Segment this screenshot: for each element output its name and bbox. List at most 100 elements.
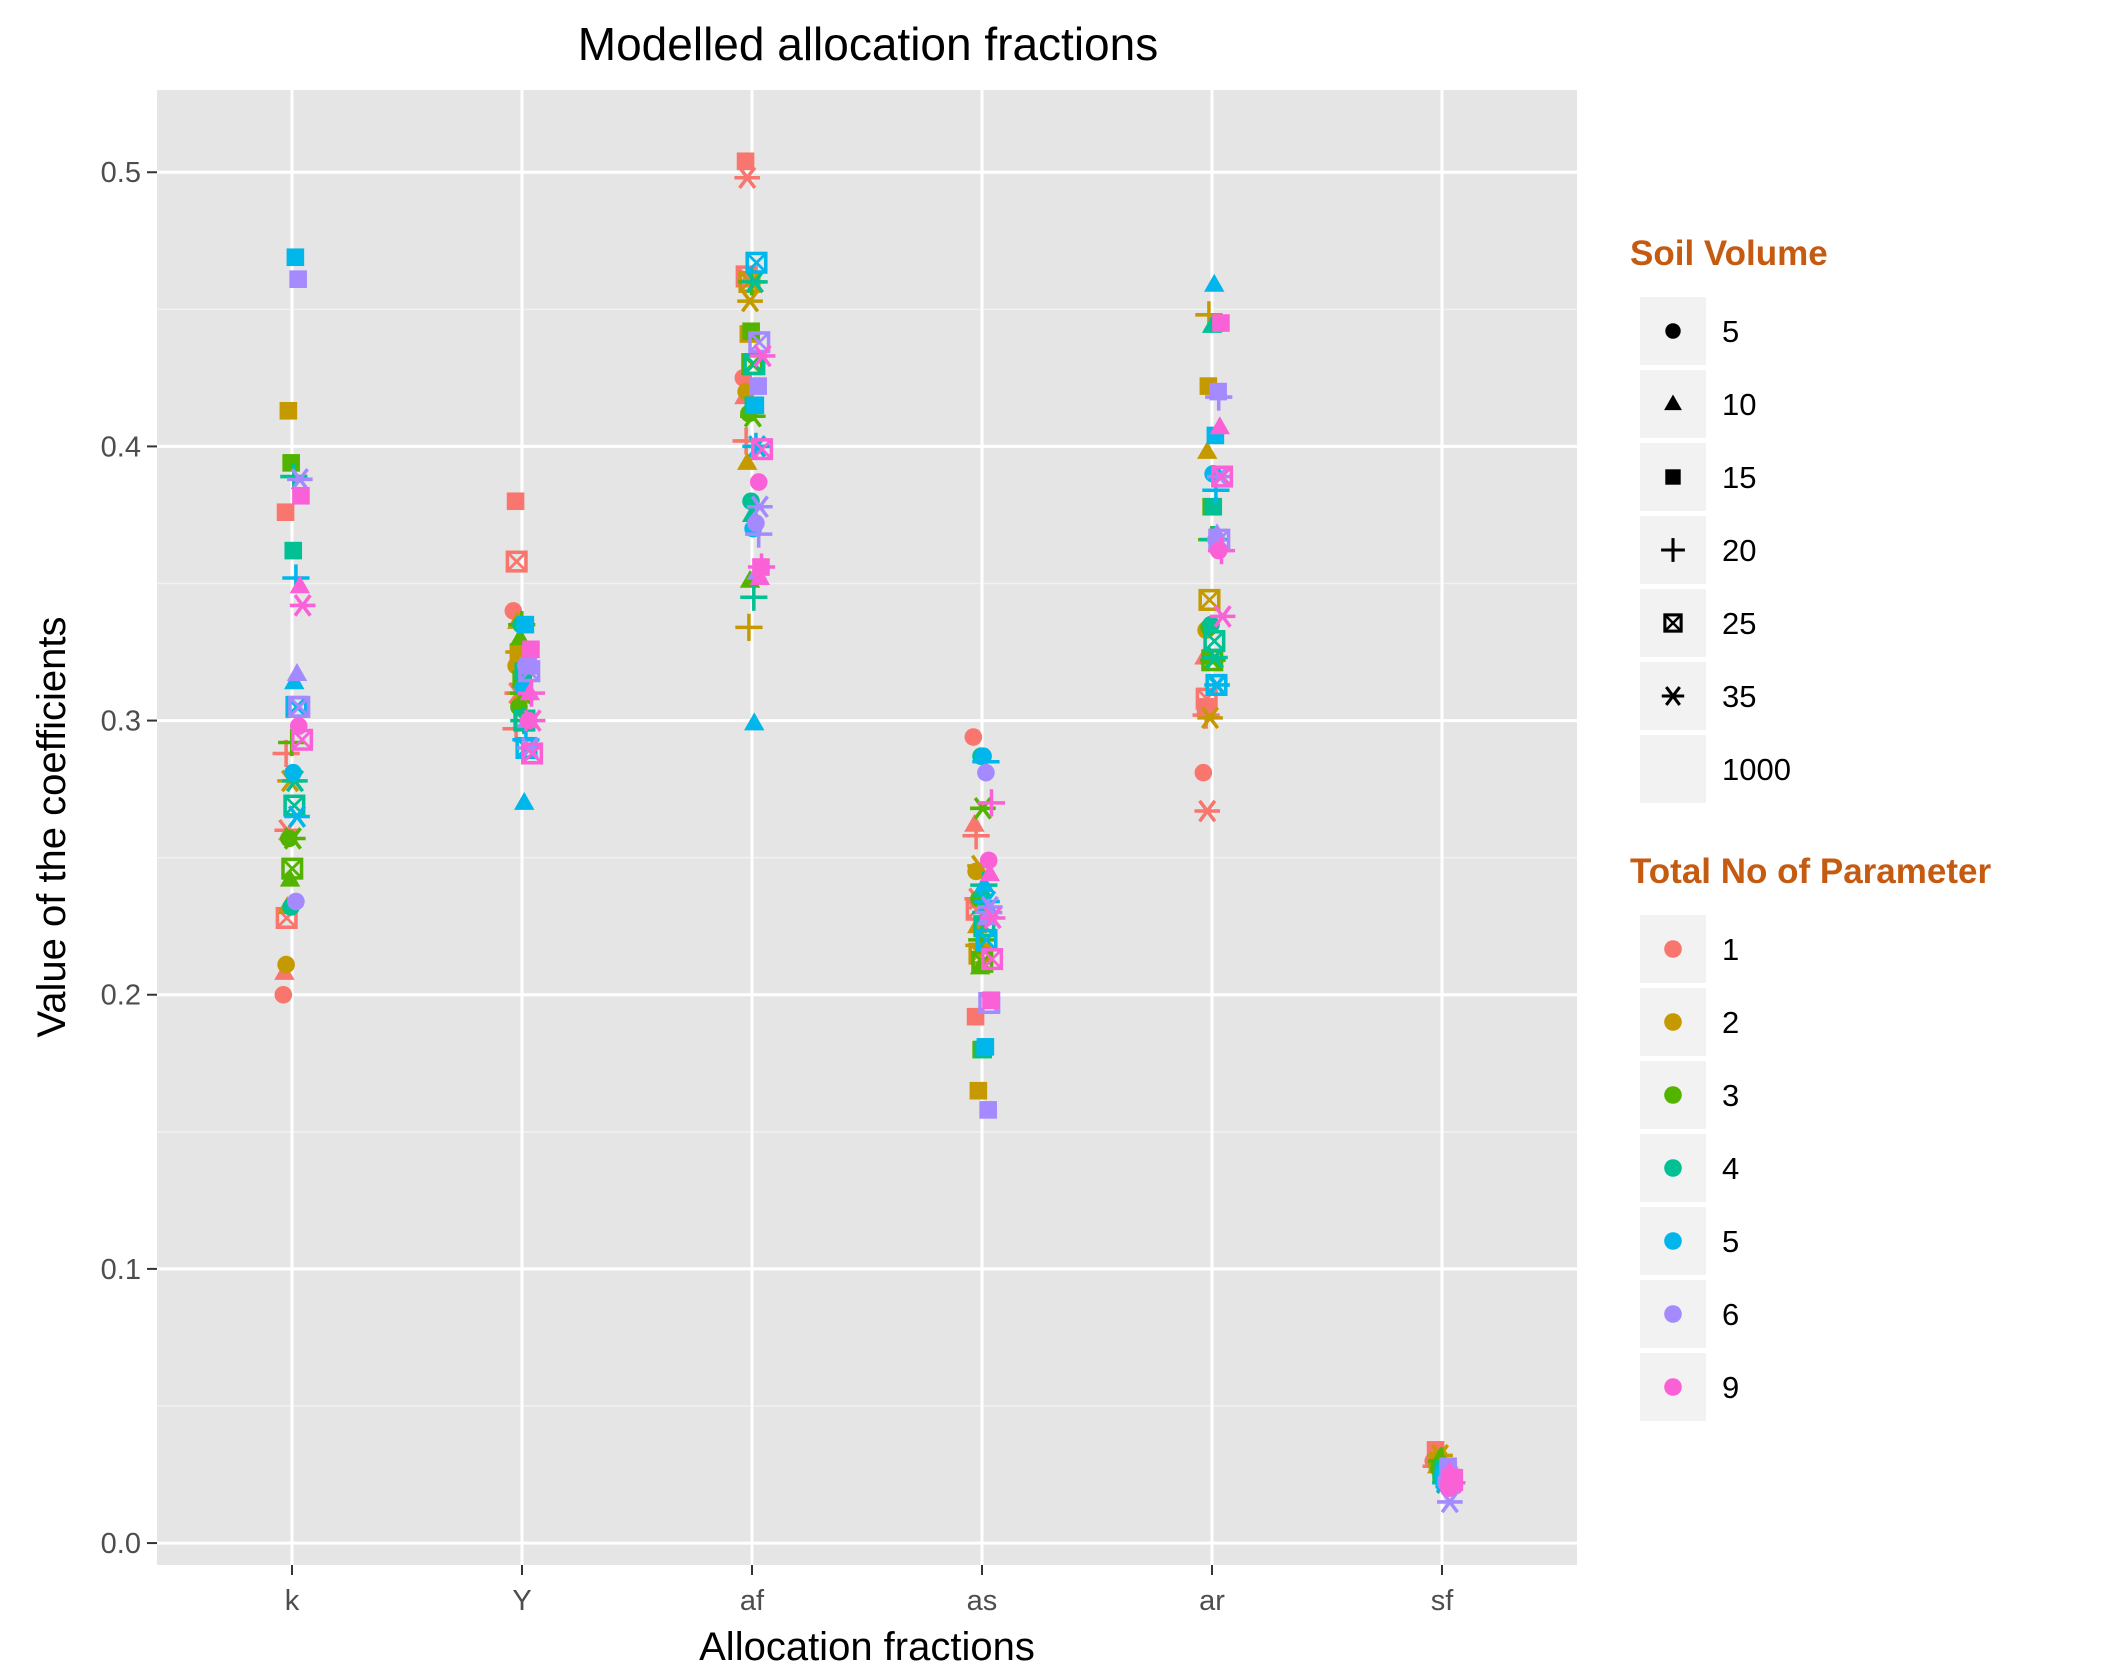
data-point bbox=[276, 503, 295, 522]
data-points bbox=[272, 152, 1466, 1514]
data-point bbox=[979, 1101, 997, 1119]
data-point bbox=[749, 473, 768, 491]
legend-key bbox=[1664, 1013, 1682, 1031]
legend-title: Soil Volume bbox=[1630, 234, 1828, 273]
data-point bbox=[286, 663, 308, 682]
x-tick-label: as bbox=[967, 1585, 998, 1617]
data-point bbox=[506, 492, 525, 511]
data-point bbox=[742, 270, 768, 294]
legend-key bbox=[1663, 613, 1683, 633]
data-point bbox=[517, 679, 546, 707]
data-point bbox=[291, 728, 314, 751]
data-point bbox=[1204, 497, 1223, 516]
data-point bbox=[964, 728, 983, 746]
data-point bbox=[734, 166, 761, 190]
legend-key bbox=[1664, 394, 1682, 411]
legend-key bbox=[1664, 940, 1682, 958]
chart-title: Modelled allocation fractions bbox=[578, 18, 1158, 70]
data-point bbox=[1202, 615, 1220, 634]
data-point bbox=[976, 1038, 995, 1056]
data-point bbox=[977, 789, 1006, 817]
data-point bbox=[1197, 440, 1218, 459]
data-point bbox=[737, 451, 758, 470]
legend-label: 6 bbox=[1722, 1297, 1739, 1332]
y-axis-title: Value of the coefficients bbox=[30, 616, 74, 1037]
data-point bbox=[979, 906, 1006, 930]
data-point bbox=[749, 344, 776, 368]
data-point bbox=[287, 892, 305, 911]
data-point bbox=[519, 709, 546, 732]
data-point bbox=[505, 550, 528, 573]
data-point bbox=[740, 583, 768, 611]
data-point bbox=[737, 289, 763, 313]
plot-panel bbox=[157, 90, 1577, 1565]
data-point bbox=[1205, 383, 1233, 411]
data-point bbox=[751, 438, 774, 461]
x-tick-label: ar bbox=[1199, 1585, 1225, 1617]
data-point bbox=[1202, 646, 1228, 669]
x-axis-title: Allocation fractions bbox=[699, 1625, 1035, 1669]
data-point bbox=[277, 955, 295, 974]
legend-label: 15 bbox=[1722, 460, 1756, 495]
x-tick-label: k bbox=[285, 1585, 300, 1617]
data-point bbox=[274, 985, 293, 1004]
data-point bbox=[749, 377, 767, 395]
legend-title: Total No of Parameter bbox=[1630, 852, 1991, 891]
data-point bbox=[288, 695, 311, 718]
legend-label: 5 bbox=[1722, 314, 1739, 349]
legend-label: 3 bbox=[1722, 1078, 1739, 1113]
legend-label: 1000 bbox=[1722, 752, 1791, 787]
data-point bbox=[518, 660, 541, 683]
y-tick-label: 0.1 bbox=[101, 1254, 141, 1286]
legend-key bbox=[1664, 1305, 1682, 1323]
legend-key-bg bbox=[1640, 735, 1706, 803]
data-point bbox=[1211, 465, 1234, 488]
data-point bbox=[284, 805, 310, 828]
data-point bbox=[974, 874, 995, 893]
data-point bbox=[521, 742, 544, 765]
data-point bbox=[736, 152, 755, 171]
legend-label: 20 bbox=[1722, 533, 1756, 568]
data-point bbox=[287, 468, 313, 491]
y-tick-label: 0.0 bbox=[101, 1528, 141, 1560]
legend-label: 5 bbox=[1722, 1224, 1739, 1259]
grid-lines bbox=[157, 90, 1577, 1565]
data-point bbox=[282, 454, 300, 472]
data-point bbox=[977, 763, 995, 782]
legend-key bbox=[1664, 1159, 1682, 1177]
legend-label: 2 bbox=[1722, 1005, 1739, 1040]
data-point bbox=[982, 991, 1000, 1010]
legend-key bbox=[1661, 686, 1685, 706]
data-point bbox=[735, 613, 763, 641]
x-tick-label: Y bbox=[512, 1585, 531, 1617]
data-point bbox=[522, 640, 540, 659]
data-point bbox=[981, 948, 1004, 971]
data-point bbox=[1207, 536, 1236, 565]
data-point bbox=[745, 520, 773, 548]
data-point bbox=[289, 270, 307, 288]
data-point bbox=[747, 514, 765, 532]
data-point bbox=[289, 575, 311, 594]
legend-label: 9 bbox=[1722, 1370, 1739, 1405]
y-tick-label: 0.3 bbox=[101, 706, 141, 738]
y-axis: 0.0 0.1 0.2 0.3 0.4 0.5 bbox=[101, 157, 157, 1560]
legend-key bbox=[1664, 1086, 1682, 1104]
data-point bbox=[1439, 1471, 1466, 1495]
data-point bbox=[289, 594, 316, 617]
legend-total-no-of-parameter: Total No of Parameter 1 2 3 4 5 6 9 bbox=[1630, 852, 1991, 1421]
data-point bbox=[979, 851, 998, 870]
y-tick-label: 0.2 bbox=[101, 980, 141, 1012]
legend-label: 1 bbox=[1722, 932, 1739, 967]
data-point bbox=[516, 615, 535, 634]
data-point bbox=[281, 857, 304, 880]
data-point bbox=[1194, 799, 1221, 823]
data-point bbox=[744, 712, 765, 731]
legend-label: 25 bbox=[1722, 606, 1756, 641]
x-tick-label: af bbox=[740, 1585, 765, 1617]
data-point bbox=[1197, 706, 1223, 730]
legend-key bbox=[1665, 323, 1681, 339]
legend-key bbox=[1664, 1378, 1682, 1396]
data-point bbox=[746, 396, 765, 415]
legend-label: 10 bbox=[1722, 387, 1756, 422]
